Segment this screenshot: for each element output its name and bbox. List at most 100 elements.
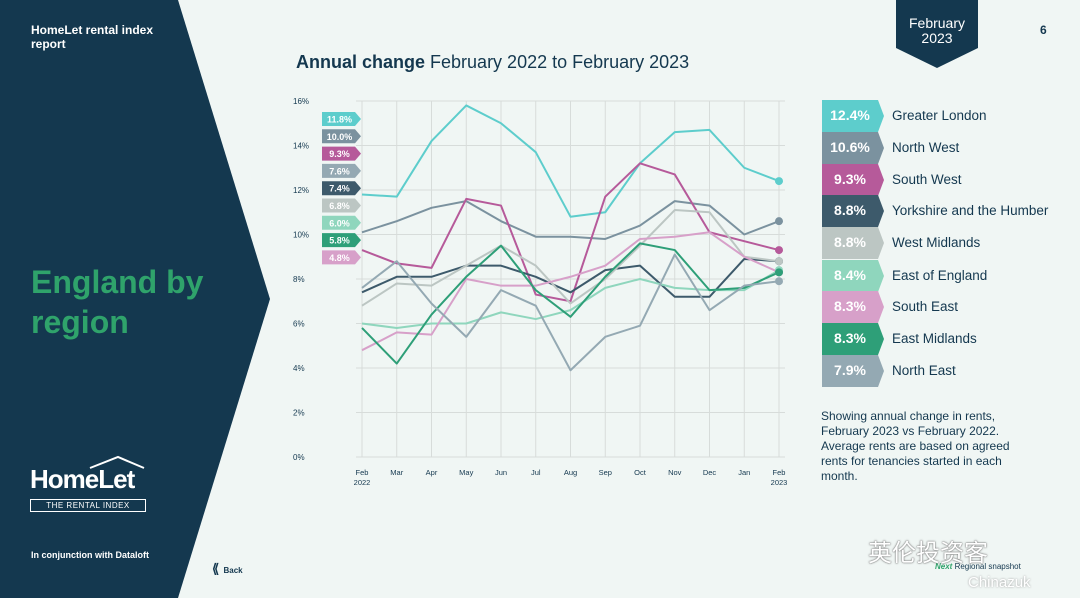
legend-value: 8.8% (834, 202, 866, 218)
double-chevron-left-icon: ⟪ (212, 561, 220, 576)
legend-region-name: East of England (892, 268, 988, 283)
legend-value: 7.9% (834, 362, 866, 378)
watermark-sub: Chinazuk (968, 574, 1031, 591)
end-point-marker (775, 246, 783, 255)
start-value-label: 5.8% (329, 236, 350, 246)
chart-title: Annual change February 2022 to February … (296, 52, 689, 73)
x-tick-label: Feb 2023 (771, 468, 788, 487)
legend-region-name: East Midlands (892, 331, 977, 346)
start-value-label: 11.8% (327, 115, 352, 125)
sidebar-background (0, 0, 270, 598)
start-value-label: 10.0% (327, 132, 353, 142)
homelet-logo: HomeLet THE RENTAL INDEX (30, 455, 146, 512)
legend-value: 8.3% (834, 298, 866, 314)
start-value-label: 6.8% (329, 201, 350, 211)
start-value-tag (322, 181, 361, 196)
legend-item: 7.9% North East (822, 355, 1072, 387)
legend-value-tag (822, 355, 884, 387)
legend-region-name: West Midlands (892, 235, 981, 250)
series-line (361, 242, 780, 365)
series-line (361, 253, 780, 372)
x-tick-label: Feb 2022 (354, 468, 371, 487)
x-tick-label: Sep (599, 468, 612, 477)
partner-credit: In conjunction with Dataloft (31, 550, 149, 560)
legend-item: 8.8% West Midlands (822, 227, 1072, 259)
end-point-marker (775, 177, 783, 186)
start-value-label: 7.6% (329, 166, 350, 176)
legend-value-tag (822, 227, 884, 259)
badge-month: February (908, 15, 966, 31)
start-value-tag (322, 233, 361, 248)
legend-item: 8.3% East Midlands (822, 323, 1072, 355)
legend-value-tag (822, 132, 884, 164)
legend-value-tag (822, 100, 884, 132)
y-tick-label: 10% (293, 231, 309, 240)
legend-item: 10.6% North West (822, 132, 1072, 164)
back-link[interactable]: ⟪ Back (212, 561, 243, 577)
start-value-tag (322, 129, 361, 144)
legend-value-tag (822, 291, 884, 323)
legend-region-name: Yorkshire and the Humber (892, 203, 1049, 218)
series-line (361, 209, 780, 307)
legend-item: 8.3% South East (822, 291, 1072, 323)
y-tick-label: 0% (293, 453, 305, 462)
report-title: HomeLet rental index report (31, 23, 154, 51)
legend-value-tag (822, 195, 884, 227)
legend-region-name: North West (892, 140, 960, 155)
legend-value: 10.6% (830, 139, 870, 155)
series-line (361, 257, 780, 298)
legend-value-tag (822, 164, 884, 196)
legend-value: 12.4% (830, 107, 870, 123)
y-tick-label: 6% (293, 320, 305, 329)
start-value-label: 4.8% (329, 253, 350, 263)
badge-year: 2023 (921, 30, 953, 46)
next-destination: Regional snapshot (954, 562, 1021, 571)
start-value-tag (322, 146, 361, 161)
x-tick-label: Aug (564, 468, 577, 477)
start-value-label: 9.3% (329, 149, 350, 159)
badge-date: February 2023 (896, 16, 978, 46)
chart-title-bold: Annual change (296, 52, 426, 72)
y-tick-label: 12% (293, 186, 309, 195)
next-link[interactable]: Next Regional snapshot (935, 562, 1021, 571)
y-tick-label: 2% (293, 409, 305, 418)
chart-note: Showing annual change in rents, February… (821, 409, 1010, 483)
watermark: 英伦投资客 (868, 540, 988, 567)
start-value-tag (322, 112, 361, 126)
line-chart: 0% 2% 4% 6% 8% 10% 12% 14% 16% Feb 2022 Mar Apr May Ju… (293, 97, 788, 487)
start-value-tag (322, 198, 361, 213)
logo-subtitle: THE RENTAL INDEX (30, 499, 146, 512)
legend-region-name: North East (892, 363, 956, 378)
start-value-tag (322, 163, 361, 178)
end-point-marker (775, 277, 783, 286)
series-line (361, 104, 780, 218)
y-tick-label: 4% (293, 364, 305, 373)
legend-value: 8.8% (834, 234, 866, 250)
x-tick-label: Mar (390, 468, 403, 477)
sidebar: HomeLet rental index report England by r… (0, 0, 270, 598)
legend-value-tag (822, 260, 884, 292)
page-number: 6 (1040, 23, 1047, 37)
series-line (361, 231, 780, 352)
badge-shape (896, 0, 978, 68)
legend-region-name: Greater London (892, 108, 987, 123)
legend-value-tag (822, 323, 884, 355)
legend-item: 8.4% East of England (822, 260, 1072, 292)
end-point-marker (775, 257, 783, 266)
start-value-label: 7.4% (329, 184, 350, 194)
x-tick-label: Apr (426, 468, 438, 477)
x-tick-label: Jan (738, 468, 750, 477)
y-tick-label: 14% (293, 142, 309, 151)
legend-item: 12.4% Greater London (822, 100, 1072, 132)
region-heading: England by region (31, 264, 204, 340)
legend-value: 9.3% (834, 171, 866, 187)
back-label: Back (223, 566, 243, 575)
x-tick-label: May (459, 468, 473, 477)
series-line (361, 200, 780, 240)
x-tick-label: Oct (634, 468, 647, 477)
next-label: Next (935, 562, 953, 571)
logo-wordmark: HomeLet (30, 464, 135, 494)
legend-value: 8.4% (834, 267, 866, 283)
start-value-tag (322, 250, 361, 265)
legend-item: 8.8% Yorkshire and the Humber (822, 195, 1072, 227)
